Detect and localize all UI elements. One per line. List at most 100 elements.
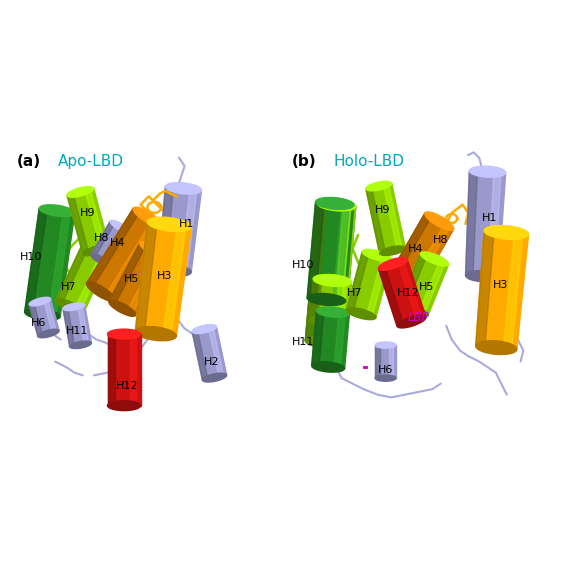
Ellipse shape [305, 336, 344, 348]
Polygon shape [85, 189, 106, 249]
Text: H6: H6 [378, 365, 393, 375]
Polygon shape [378, 266, 404, 326]
Text: Apo-LBD: Apo-LBD [58, 154, 124, 168]
Polygon shape [158, 187, 174, 270]
Polygon shape [400, 253, 427, 307]
Polygon shape [135, 221, 192, 336]
Polygon shape [398, 261, 422, 320]
Polygon shape [104, 228, 127, 264]
Ellipse shape [133, 207, 162, 226]
Ellipse shape [39, 205, 75, 217]
Polygon shape [307, 202, 324, 299]
Text: H9: H9 [80, 208, 96, 218]
Polygon shape [413, 220, 431, 261]
Polygon shape [305, 203, 356, 344]
Polygon shape [400, 253, 448, 316]
Text: (b): (b) [292, 154, 316, 168]
Polygon shape [209, 327, 224, 377]
Polygon shape [333, 204, 349, 301]
Polygon shape [488, 172, 501, 277]
Polygon shape [331, 205, 351, 343]
Ellipse shape [165, 183, 202, 194]
Polygon shape [56, 245, 109, 313]
Polygon shape [347, 251, 392, 318]
Polygon shape [305, 203, 356, 344]
Text: H6: H6 [30, 318, 46, 328]
Polygon shape [312, 311, 324, 366]
Text: H5: H5 [419, 282, 434, 292]
Ellipse shape [29, 298, 51, 306]
Text: H5: H5 [124, 274, 139, 284]
Polygon shape [163, 225, 186, 336]
Text: H3: H3 [157, 271, 173, 281]
Polygon shape [331, 205, 351, 343]
Ellipse shape [70, 341, 92, 349]
Polygon shape [366, 183, 405, 253]
Polygon shape [56, 245, 88, 303]
Polygon shape [419, 261, 445, 314]
Ellipse shape [63, 303, 85, 311]
Ellipse shape [91, 254, 110, 266]
Polygon shape [426, 225, 445, 265]
Polygon shape [63, 308, 75, 347]
Polygon shape [107, 334, 140, 406]
Polygon shape [334, 312, 345, 368]
Polygon shape [504, 233, 523, 349]
Ellipse shape [425, 212, 454, 230]
Polygon shape [25, 208, 47, 313]
Ellipse shape [110, 220, 130, 233]
Ellipse shape [192, 325, 216, 333]
Ellipse shape [316, 307, 350, 318]
Text: H12: H12 [397, 288, 419, 298]
Text: LBP: LBP [407, 311, 429, 324]
Polygon shape [192, 327, 226, 380]
Ellipse shape [420, 252, 448, 266]
Polygon shape [307, 202, 354, 301]
Ellipse shape [427, 219, 447, 229]
Polygon shape [29, 303, 43, 336]
Text: H7: H7 [347, 288, 362, 298]
Polygon shape [106, 220, 158, 298]
Polygon shape [91, 221, 129, 265]
Polygon shape [25, 208, 75, 317]
Ellipse shape [83, 245, 110, 256]
Ellipse shape [366, 182, 392, 191]
Ellipse shape [318, 199, 356, 211]
Polygon shape [310, 279, 322, 321]
Text: H10: H10 [292, 260, 314, 270]
Polygon shape [366, 188, 386, 253]
Ellipse shape [135, 327, 176, 341]
Polygon shape [87, 208, 140, 287]
Polygon shape [67, 188, 110, 254]
Polygon shape [192, 331, 208, 380]
Text: (a): (a) [17, 154, 41, 168]
Text: H11: H11 [66, 326, 89, 336]
Text: H4: H4 [110, 238, 126, 248]
Polygon shape [347, 251, 369, 312]
Ellipse shape [147, 217, 192, 232]
Ellipse shape [307, 294, 346, 306]
Ellipse shape [158, 265, 191, 276]
Polygon shape [44, 299, 56, 332]
Polygon shape [109, 243, 167, 315]
Text: H11: H11 [292, 337, 314, 347]
Polygon shape [107, 334, 115, 406]
Polygon shape [312, 311, 350, 369]
Polygon shape [465, 171, 478, 276]
Ellipse shape [87, 282, 115, 302]
Polygon shape [366, 257, 388, 317]
Polygon shape [475, 230, 494, 347]
Ellipse shape [347, 308, 376, 320]
Ellipse shape [67, 187, 94, 197]
Text: Holo-LBD: Holo-LBD [333, 154, 404, 168]
Polygon shape [403, 224, 450, 299]
Ellipse shape [38, 329, 59, 338]
Polygon shape [305, 203, 326, 341]
Ellipse shape [378, 258, 407, 270]
Polygon shape [75, 254, 106, 311]
Ellipse shape [25, 308, 60, 320]
Polygon shape [378, 259, 426, 326]
Ellipse shape [318, 199, 356, 211]
Text: H8: H8 [94, 233, 109, 243]
Ellipse shape [140, 242, 167, 258]
